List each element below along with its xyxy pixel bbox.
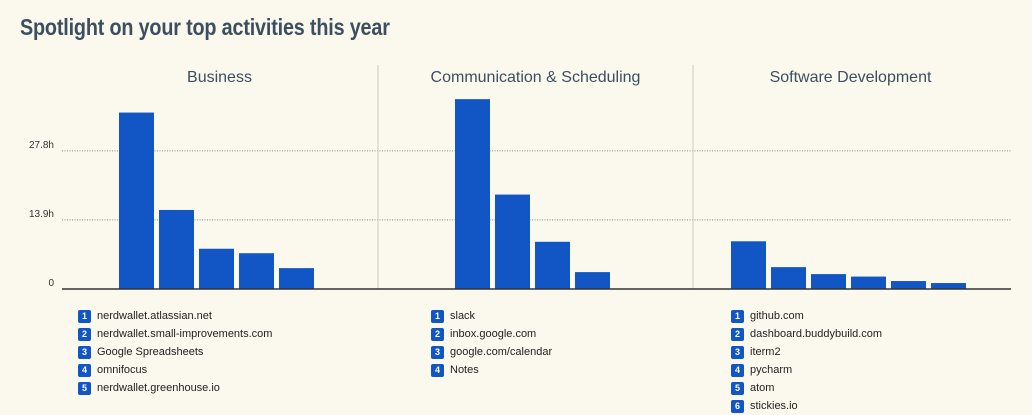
legend-item: 2 inbox.google.com (431, 325, 552, 343)
legend-label: slack (450, 310, 476, 322)
bar (535, 241, 570, 289)
legend-label: nerdwallet.atlassian.net (97, 310, 212, 322)
bar (731, 241, 766, 289)
bar (455, 99, 490, 289)
legend-label: Notes (450, 364, 479, 376)
legend-label: nerdwallet.greenhouse.io (97, 382, 220, 394)
legend-1: 1 slack 2 inbox.google.com 3 google.com/calen… (431, 307, 552, 379)
rank-badge: 6 (731, 399, 744, 413)
legend-item: 4 pycharm (731, 361, 882, 379)
bar (239, 253, 274, 289)
rank-badge: 1 (431, 309, 444, 323)
rank-badge: 2 (731, 327, 744, 341)
rank-badge: 3 (431, 345, 444, 359)
rank-badge: 3 (731, 345, 744, 359)
page-title: Spotlight on your top activities this ye… (20, 14, 390, 40)
legend-item: 1 github.com (731, 307, 882, 325)
legend-label: github.com (750, 310, 804, 322)
panel-title: Software Development (770, 69, 932, 86)
legend-item: 5 atom (731, 379, 882, 397)
legend-item: 2 nerdwallet.small-improvements.com (78, 325, 272, 343)
legend-label: Google Spreadsheets (97, 346, 204, 358)
y-tick-label: 27.8h (29, 140, 54, 151)
rank-badge: 4 (78, 363, 91, 377)
legend-label: nerdwallet.small-improvements.com (97, 328, 273, 340)
legend-label: google.com/calendar (450, 346, 553, 358)
rank-badge: 4 (431, 363, 444, 377)
legend-item: 3 Google Spreadsheets (78, 343, 272, 361)
legend-item: 5 nerdwallet.greenhouse.io (78, 379, 272, 397)
bar (575, 272, 610, 289)
legend-label: inbox.google.com (450, 328, 537, 340)
legend-item: 3 iterm2 (731, 343, 882, 361)
legend-item: 1 slack (431, 307, 552, 325)
bar (119, 112, 154, 289)
y-tick-label: 13.9h (29, 209, 54, 220)
legend-label: iterm2 (750, 346, 781, 358)
legend-label: pycharm (750, 364, 793, 376)
rank-badge: 1 (731, 309, 744, 323)
legend-2: 1 github.com 2 dashboard.buddybuild.com 3 ite… (731, 307, 882, 415)
bar (931, 283, 966, 289)
rank-badge: 4 (731, 363, 744, 377)
bar (199, 248, 234, 289)
panel-title: Communication & Scheduling (431, 69, 641, 86)
bar (279, 268, 314, 289)
legend-item: 2 dashboard.buddybuild.com (731, 325, 882, 343)
legend-item: 3 google.com/calendar (431, 343, 552, 361)
bar (811, 274, 846, 289)
legend-label: dashboard.buddybuild.com (750, 328, 883, 340)
bar (495, 194, 530, 289)
legend-label: atom (750, 382, 775, 394)
legend-0: 1 nerdwallet.atlassian.net 2 nerdwallet.sma… (78, 307, 272, 397)
bar (159, 209, 194, 289)
rank-badge: 2 (431, 327, 444, 341)
legend-label: stickies.io (750, 400, 798, 412)
legend-label: omnifocus (97, 364, 148, 376)
panel-title: Business (187, 69, 252, 86)
rank-badge: 3 (78, 345, 91, 359)
bar (851, 276, 886, 289)
legend-item: 1 nerdwallet.atlassian.net (78, 307, 272, 325)
legend-item: 4 Notes (431, 361, 552, 379)
rank-badge: 2 (78, 327, 91, 341)
legend-item: 6 stickies.io (731, 397, 882, 415)
rank-badge: 5 (78, 381, 91, 395)
bar (771, 267, 806, 289)
bar (891, 281, 926, 289)
y-tick-label: 0 (48, 278, 54, 289)
rank-badge: 5 (731, 381, 744, 395)
legend-item: 4 omnifocus (78, 361, 272, 379)
rank-badge: 1 (78, 309, 91, 323)
